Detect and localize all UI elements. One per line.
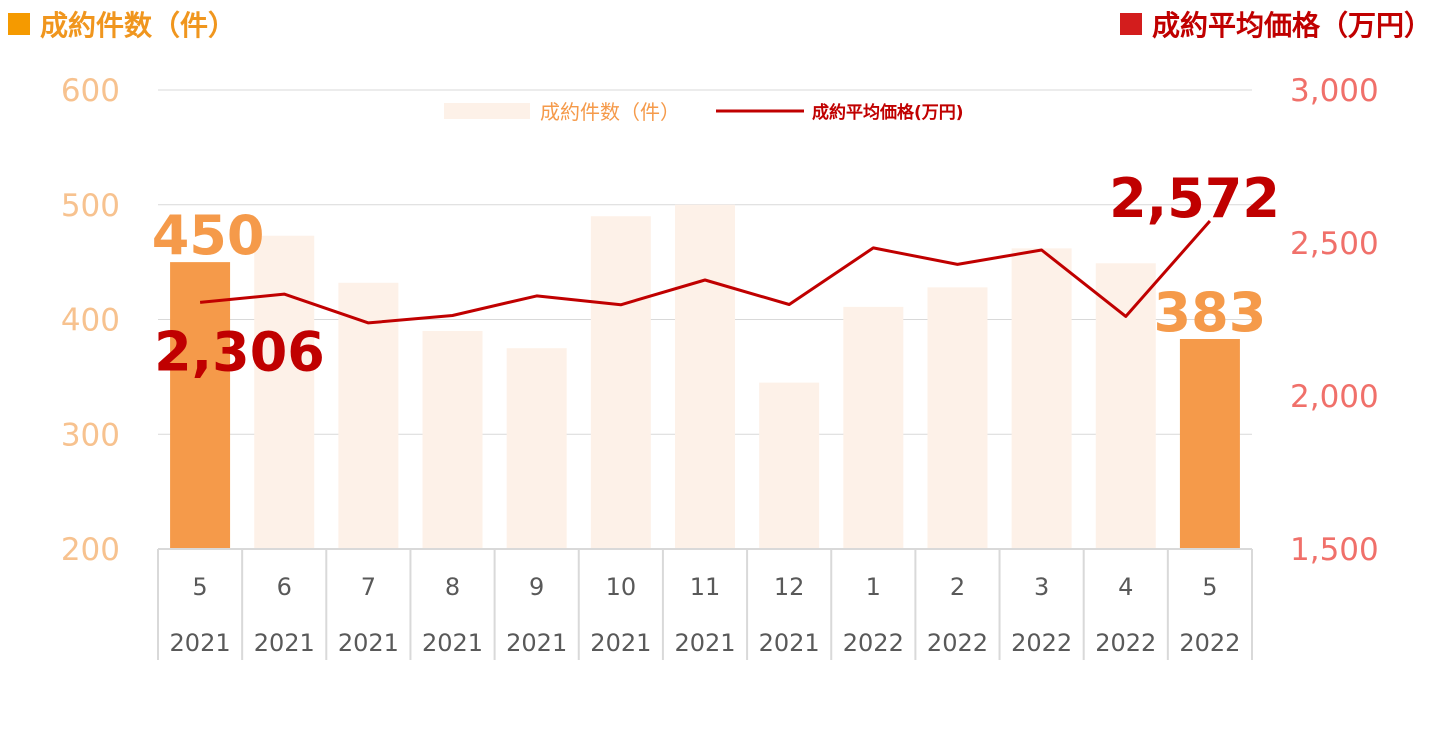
x-tick-month: 8 [445, 573, 460, 601]
right-tick-label: 2,000 [1290, 379, 1379, 415]
x-tick-month: 9 [529, 573, 544, 601]
x-tick-year: 2022 [1179, 629, 1240, 657]
bar [1179, 339, 1240, 549]
line-data-label: 2,306 [154, 320, 325, 383]
x-tick-year: 2021 [506, 629, 567, 657]
x-tick-month: 6 [277, 573, 292, 601]
x-axis-table: 5202162021720218202192021102021112021122… [157, 548, 1253, 660]
x-tick-year: 2021 [338, 629, 399, 657]
x-tick-year: 2022 [927, 629, 988, 657]
left-tick-label: 600 [61, 73, 120, 109]
bar-series [170, 204, 1240, 550]
legend-bar-label: 成約件数（件） [540, 100, 680, 124]
x-tick-month: 1 [866, 573, 881, 601]
x-tick-month: 3 [1034, 573, 1049, 601]
bar [1011, 248, 1072, 550]
left-tick-label: 500 [61, 188, 120, 224]
right-axis-title-text: 成約平均価格（万円） [1151, 9, 1432, 42]
x-tick-year: 2021 [170, 629, 231, 657]
right-tick-label: 1,500 [1290, 532, 1379, 568]
x-tick-month: 5 [192, 573, 207, 601]
bar [759, 382, 820, 549]
x-tick-month: 2 [950, 573, 965, 601]
x-tick-year: 2022 [843, 629, 904, 657]
line-series [199, 220, 1212, 325]
data-labels: 450 383 2,306 2,572 [152, 167, 1280, 383]
bar [927, 287, 988, 549]
x-tick-year: 2022 [1095, 629, 1156, 657]
x-tick-month: 5 [1202, 573, 1217, 601]
bar [338, 282, 399, 549]
line-data-label: 2,572 [1109, 167, 1280, 230]
x-tick-year: 2021 [254, 629, 315, 657]
bar-data-label: 383 [1154, 281, 1267, 344]
red-square-icon [1119, 13, 1142, 35]
x-tick-year: 2021 [674, 629, 735, 657]
bar [422, 330, 483, 549]
legend: 成約件数（件） 成約平均価格(万円) [444, 100, 964, 124]
bar [170, 262, 231, 549]
x-tick-month: 10 [606, 573, 637, 601]
bar [254, 235, 315, 550]
legend-bar-swatch [444, 103, 530, 119]
left-tick-label: 300 [61, 417, 120, 453]
bar [1095, 263, 1156, 549]
bar-data-label: 450 [152, 204, 265, 267]
x-tick-year: 2021 [422, 629, 483, 657]
x-tick-month: 4 [1118, 573, 1133, 601]
x-tick-year: 2021 [590, 629, 651, 657]
bar [590, 216, 651, 549]
right-tick-label: 3,000 [1290, 73, 1379, 109]
x-tick-month: 11 [690, 573, 721, 601]
bar [675, 204, 735, 549]
left-tick-label: 200 [61, 532, 120, 568]
left-y-axis: 200 300 400 500 600 [61, 73, 120, 568]
left-axis-title-text: 成約件数（件） [40, 9, 237, 42]
legend-line-label: 成約平均価格(万円) [812, 102, 964, 123]
x-tick-month: 12 [774, 573, 805, 601]
left-tick-label: 400 [61, 303, 120, 339]
right-axis-title: 成約平均価格（万円） [1119, 4, 1432, 44]
right-tick-label: 2,500 [1290, 226, 1379, 262]
x-tick-year: 2022 [1011, 629, 1072, 657]
x-tick-month: 7 [361, 573, 376, 601]
orange-square-icon [8, 13, 30, 35]
right-y-axis: 1,500 2,000 2,500 3,000 [1290, 73, 1379, 568]
left-axis-title: 成約件数（件） [8, 4, 236, 44]
x-tick-year: 2021 [759, 629, 820, 657]
bar [843, 306, 904, 549]
price-line [199, 220, 1212, 325]
bar [506, 348, 567, 549]
